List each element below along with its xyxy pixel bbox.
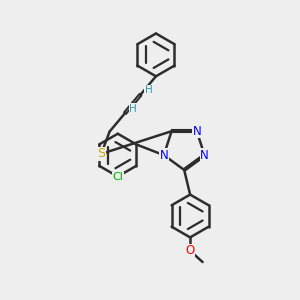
Text: N: N (160, 148, 168, 162)
Text: O: O (185, 244, 195, 257)
Text: Cl: Cl (112, 172, 123, 182)
Text: N: N (200, 148, 209, 162)
Text: H: H (145, 85, 152, 95)
Text: H: H (129, 104, 137, 114)
Text: N: N (192, 125, 201, 138)
Text: S: S (97, 147, 105, 161)
